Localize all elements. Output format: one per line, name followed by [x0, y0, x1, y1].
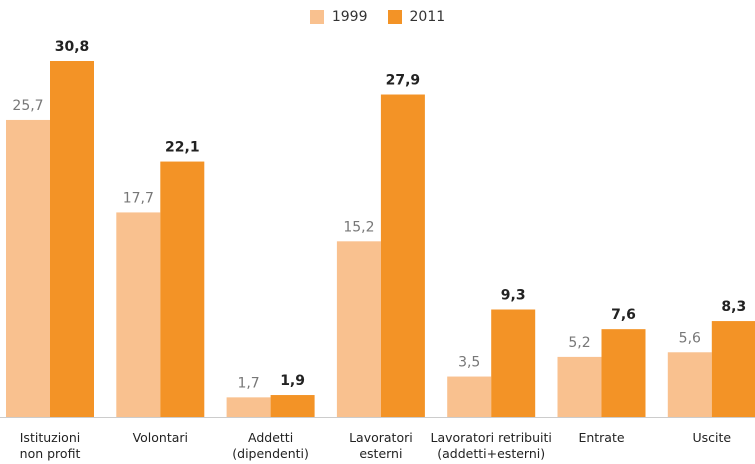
bar-1999-addetti-dipendenti — [226, 397, 271, 417]
bar-2011-lavoratori-esterni — [380, 94, 425, 418]
data-label-1999-lavoratori-esterni: 15,2 — [343, 219, 374, 235]
bar-1999-volontari — [116, 212, 161, 417]
bar-1999-lavoratori-retribuiti-addetti-esterni — [447, 376, 492, 417]
category-label-lavoratori-retribuiti-addetti-esterni-2: (addetti+esterni) — [437, 446, 545, 461]
data-label-2011-entrate: 7,6 — [611, 307, 636, 323]
data-label-2011-istituzioni-non-profit: 30,8 — [55, 39, 90, 55]
category-label-istituzioni-non-profit-2: non profit — [20, 446, 81, 461]
category-label-istituzioni-non-profit-1: Istituzioni — [20, 430, 80, 445]
data-label-1999-addetti-dipendenti: 1,7 — [237, 375, 259, 391]
bar-2011-istituzioni-non-profit — [50, 61, 94, 417]
legend: 1999 2011 — [0, 9, 755, 25]
bar-1999-entrate — [557, 356, 602, 417]
bar-2011-addetti-dipendenti — [270, 395, 315, 417]
data-label-2011-lavoratori-retribuiti-addetti-esterni: 9,3 — [501, 288, 526, 304]
data-label-2011-uscite: 8,3 — [721, 299, 746, 315]
data-label-2011-volontari: 22,1 — [165, 140, 200, 156]
data-label-1999-uscite: 5,6 — [679, 330, 701, 346]
category-label-lavoratori-esterni-2: esterni — [359, 446, 402, 461]
legend-item-1999: 1999 — [309, 9, 368, 25]
bar-2011-uscite — [711, 321, 755, 417]
bar-1999-lavoratori-esterni — [336, 241, 381, 417]
category-label-lavoratori-retribuiti-addetti-esterni-1: Lavoratori retribuiti — [431, 430, 552, 445]
category-label-volontari-1: Volontari — [133, 430, 188, 445]
category-label-uscite-1: Uscite — [692, 430, 731, 445]
legend-swatch-2011 — [387, 10, 402, 24]
data-label-1999-istituzioni-non-profit: 25,7 — [12, 98, 43, 114]
bar-2011-entrate — [601, 329, 646, 417]
category-label-addetti-dipendenti-1: Addetti — [248, 430, 293, 445]
bar-2011-lavoratori-retribuiti-addetti-esterni — [491, 309, 536, 417]
legend-label-2011: 2011 — [409, 9, 446, 25]
data-label-2011-lavoratori-esterni: 27,9 — [386, 73, 421, 89]
data-label-1999-entrate: 5,2 — [568, 335, 590, 351]
bar-1999-uscite — [667, 352, 712, 417]
data-label-2011-addetti-dipendenti: 1,9 — [280, 373, 305, 389]
legend-label-1999: 1999 — [331, 9, 368, 25]
data-label-1999-lavoratori-retribuiti-addetti-esterni: 3,5 — [458, 355, 480, 371]
category-label-entrate-1: Entrate — [578, 430, 624, 445]
legend-swatch-1999 — [309, 10, 324, 24]
bar-1999-istituzioni-non-profit — [6, 119, 50, 417]
data-label-1999-volontari: 17,7 — [123, 190, 154, 206]
category-label-addetti-dipendenti-2: (dipendenti) — [232, 446, 309, 461]
bar-2011-volontari — [160, 161, 205, 417]
legend-item-2011: 2011 — [387, 9, 446, 25]
category-label-lavoratori-esterni-1: Lavoratori — [349, 430, 413, 445]
